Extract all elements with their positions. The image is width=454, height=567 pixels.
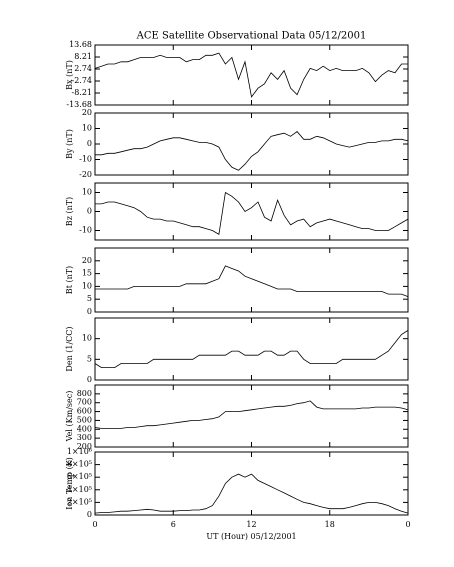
x-tick-label: 0 xyxy=(405,520,410,529)
panel-frame xyxy=(94,317,409,381)
panel-frame xyxy=(94,247,409,313)
y-tick-label: 20 xyxy=(82,108,92,117)
y-tick-label: 0 xyxy=(87,375,92,384)
y-tick-label: 400 xyxy=(77,424,92,433)
y-tick-label: 0 xyxy=(87,510,92,519)
y-tick-label: 6×10⁵ xyxy=(67,472,92,481)
y-tick-label: -10 xyxy=(79,226,92,235)
y-axis-label: By (nT) xyxy=(65,129,74,159)
y-tick-label: 300 xyxy=(77,433,92,442)
y-tick-label: 5 xyxy=(87,354,92,363)
y-tick-label: 600 xyxy=(77,407,92,416)
y-tick-label: 700 xyxy=(77,398,92,407)
x-tick-label: 18 xyxy=(325,520,335,529)
data-line xyxy=(95,131,409,171)
y-axis-label: Bz (nT) xyxy=(65,197,74,226)
y-tick-label: 8×10⁵ xyxy=(67,460,92,469)
y-tick-label: 1×10⁶ xyxy=(67,447,92,456)
y-tick-label: -2.74 xyxy=(71,76,92,85)
y-axis-label: Vel (Km/sec) xyxy=(65,391,74,443)
y-tick-label: 10 xyxy=(82,188,92,197)
y-tick-label: 10 xyxy=(82,281,92,290)
y-tick-label: -8.21 xyxy=(71,88,92,97)
y-tick-label: 10 xyxy=(82,334,92,343)
data-line xyxy=(94,52,408,98)
panel-frame xyxy=(94,182,409,241)
y-tick-label: -20 xyxy=(79,170,92,179)
y-tick-label: 0 xyxy=(87,139,92,148)
y-tick-label: 20 xyxy=(82,256,92,265)
y-axis-label: Bx (nT) xyxy=(65,60,74,90)
data-line xyxy=(94,330,409,368)
data-line xyxy=(94,400,409,429)
x-tick-label: 0 xyxy=(92,520,97,529)
y-tick-label: 800 xyxy=(77,389,92,398)
y-tick-label: 8.21 xyxy=(74,52,92,61)
y-tick-label: 10 xyxy=(82,124,92,133)
y-tick-label: 13.68 xyxy=(69,40,92,49)
y-tick-label: 0 xyxy=(87,307,92,316)
panel-frame xyxy=(94,384,409,448)
y-axis-label: Den (1/CC) xyxy=(65,326,74,371)
data-line xyxy=(95,265,409,297)
y-tick-label: 2.74 xyxy=(74,64,92,73)
y-tick-label: 15 xyxy=(82,269,92,278)
y-tick-label: -13.68 xyxy=(66,100,92,109)
y-tick-label: 4×10⁵ xyxy=(67,485,92,494)
chart-title: ACE Satellite Observational Data 05/12/2… xyxy=(136,31,367,42)
y-tick-label: 5 xyxy=(87,294,92,303)
panel-frame xyxy=(94,451,409,516)
y-tick-label: 2×10⁵ xyxy=(67,497,92,506)
y-axis-label: Bt (nT) xyxy=(65,266,74,294)
x-tick-label: 6 xyxy=(171,520,176,529)
data-line xyxy=(94,473,409,514)
y-tick-label: 500 xyxy=(77,415,92,424)
data-line xyxy=(95,191,409,235)
x-axis-label: UT (Hour) 05/12/2001 xyxy=(206,532,296,541)
y-tick-label: 200 xyxy=(77,442,92,451)
x-tick-label: 12 xyxy=(246,520,256,529)
y-tick-label: -10 xyxy=(79,155,92,164)
y-axis-label: Ion Temp (K) xyxy=(65,457,74,510)
y-tick-label: 0 xyxy=(87,207,92,216)
